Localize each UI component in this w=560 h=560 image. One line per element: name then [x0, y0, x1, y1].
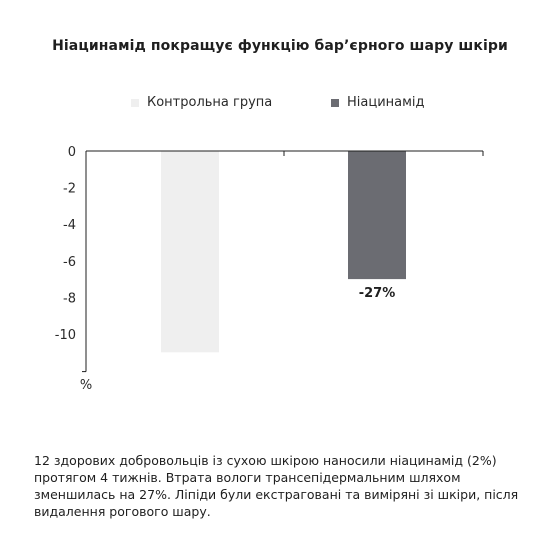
legend-item-niacinamide: Ніацинамід — [331, 95, 425, 110]
y-tick-label-4: -8 — [63, 291, 76, 306]
legend-item-control: Контрольна група — [131, 95, 272, 110]
legend-swatch-niacinamide — [331, 98, 339, 107]
y-tick-label-5: -10 — [55, 328, 76, 343]
y-axis-unit-label: % — [80, 378, 92, 393]
legend-swatch-control — [131, 98, 139, 107]
bar-1-1 — [348, 151, 406, 280]
y-tick-label-2: -4 — [63, 218, 76, 233]
footnote-text: 12 здорових добровольців із сухою шкірою… — [34, 453, 519, 519]
chart-title: Ніацинамід покращує функцію бар’єрного ш… — [52, 38, 508, 54]
y-tick-label-3: -6 — [63, 255, 76, 270]
legend-label-niacinamide: Ніацинамід — [347, 95, 425, 110]
y-tick-label-0: 0 — [68, 145, 76, 160]
legend-label-control: Контрольна група — [147, 95, 273, 110]
chart-legend: Контрольна група Ніацинамід — [0, 95, 560, 113]
y-tick-label-1: -2 — [63, 182, 76, 197]
data-label-1: -27% — [359, 286, 396, 301]
bar-0-0 — [161, 151, 219, 353]
